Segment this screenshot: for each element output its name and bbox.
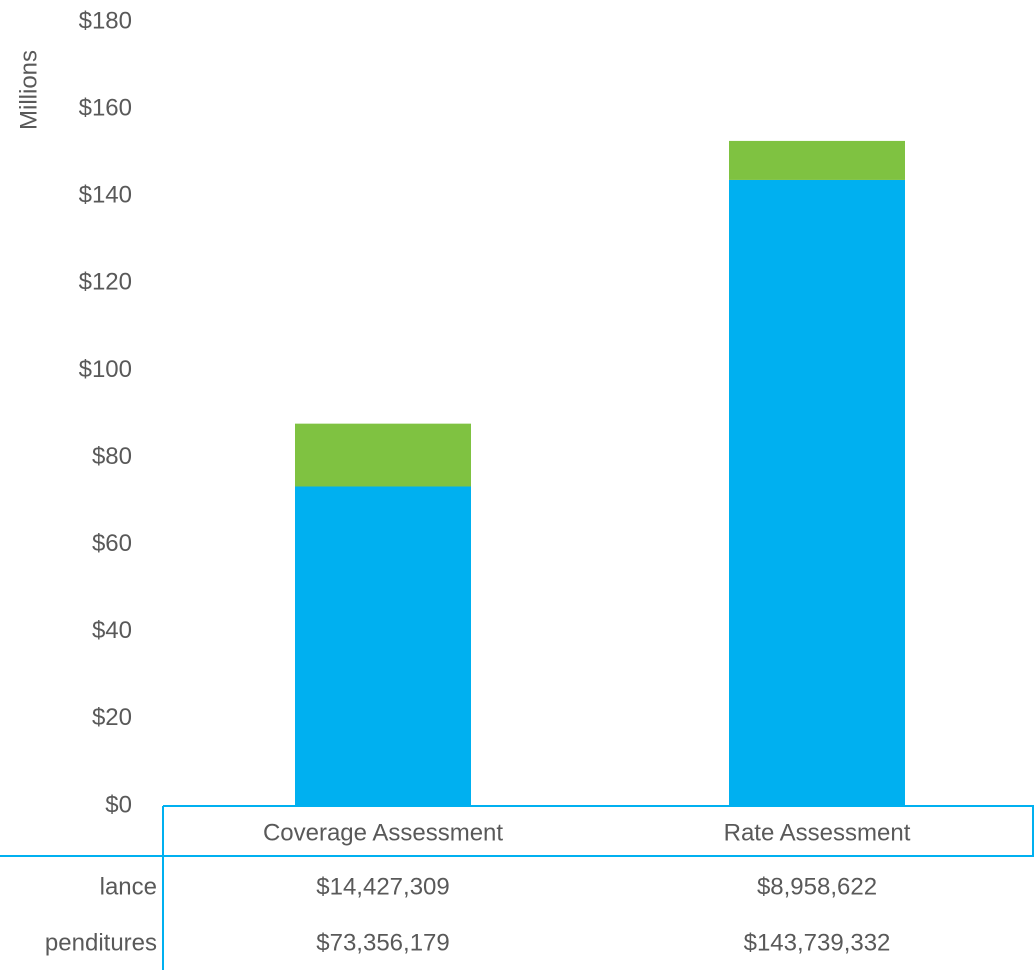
y-tick-label: $20	[92, 704, 132, 731]
bar-segment	[295, 486, 471, 806]
y-tick-label: $180	[79, 7, 132, 34]
x-tick-label: Coverage Assessment	[263, 819, 503, 846]
y-tick-label: $120	[79, 269, 132, 296]
y-tick-label: $40	[92, 617, 132, 644]
y-tick-label: $60	[92, 530, 132, 557]
legend-entry: penditures	[45, 929, 157, 956]
y-tick-label: $140	[79, 182, 132, 209]
bar-segment	[729, 179, 905, 806]
table-cell: $14,427,309	[316, 873, 449, 900]
table-cell: $73,356,179	[316, 929, 449, 956]
bar-segment	[729, 140, 905, 180]
table-cell: $143,739,332	[744, 929, 891, 956]
y-tick-label: $0	[105, 791, 132, 818]
legend-entry: lance	[100, 873, 157, 900]
y-axis-label: Millions	[15, 50, 42, 130]
bar-segment	[295, 423, 471, 487]
table-cell: $8,958,622	[757, 873, 877, 900]
y-tick-label: $160	[79, 94, 132, 121]
y-tick-label: $80	[92, 443, 132, 470]
x-tick-label: Rate Assessment	[724, 819, 911, 846]
y-tick-label: $100	[79, 356, 132, 383]
